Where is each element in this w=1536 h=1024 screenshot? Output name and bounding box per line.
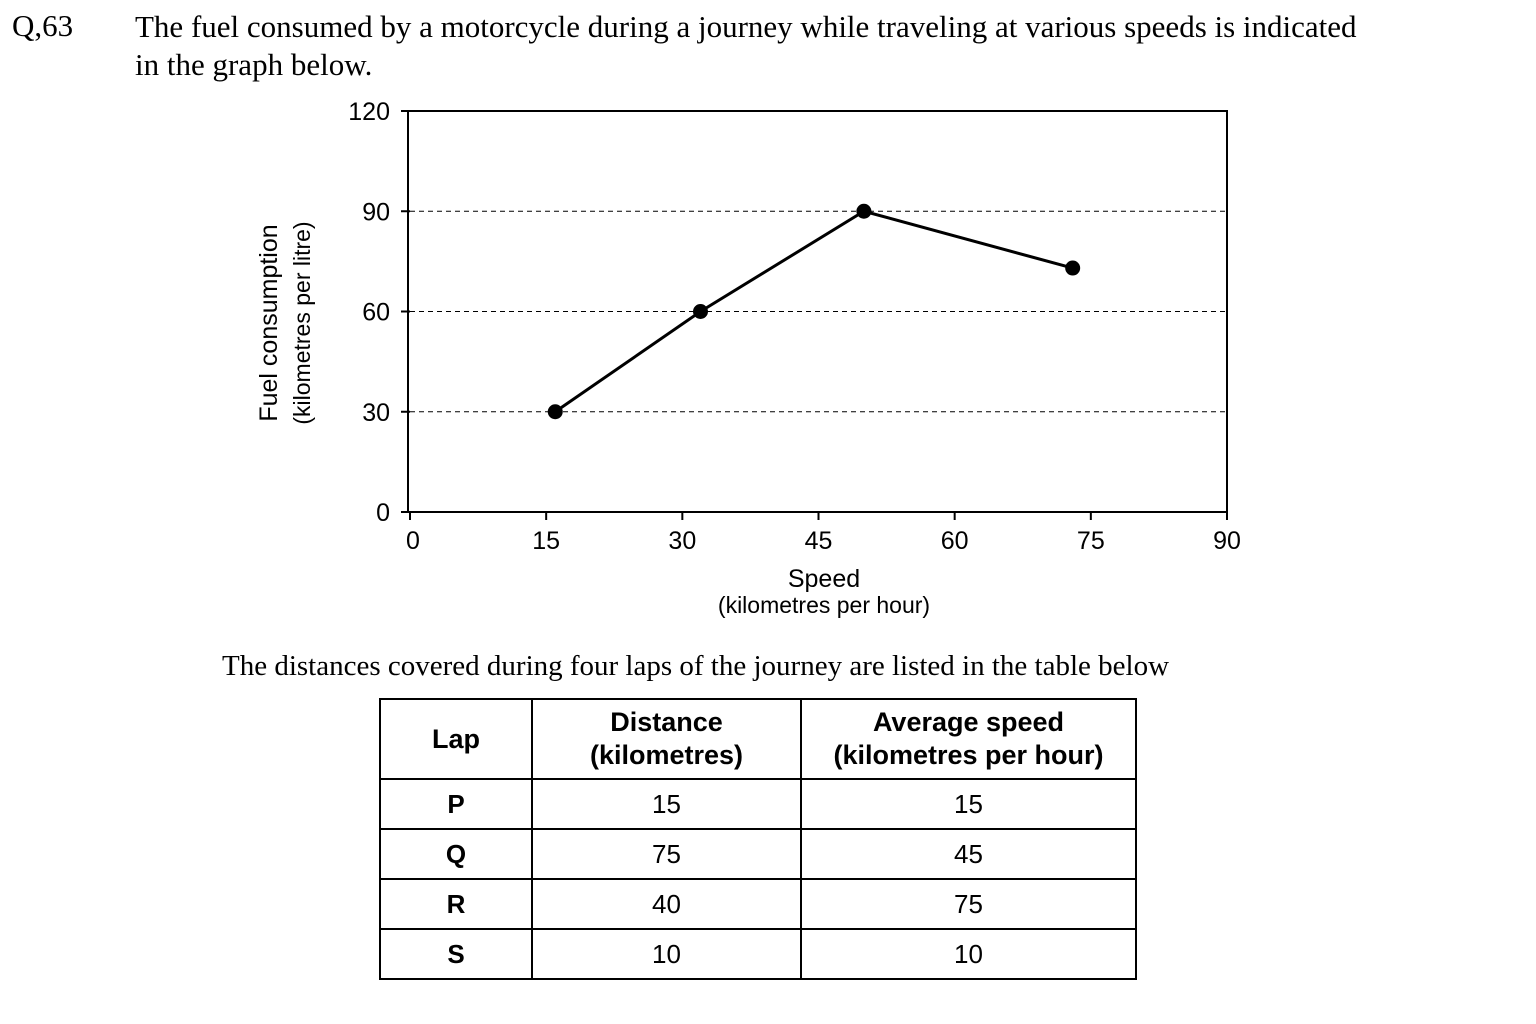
header-lap-line1: Lap [431,723,480,754]
table-row: S 10 10 [379,928,1137,980]
series-line [554,209,1074,413]
header-average-speed: Average speed (kilometres per hour) [800,698,1137,780]
x-tick-label: 45 [805,527,833,555]
x-tick-label: 15 [532,527,560,555]
data-point [692,304,708,319]
cell-lap: S [379,928,533,980]
cell-distance: 40 [531,878,802,930]
table-row: Q 75 45 [379,828,1137,880]
x-axis-label-sub: (kilometres per hour) [718,592,930,618]
cell-average-speed: 10 [800,928,1137,980]
cell-distance: 10 [531,928,802,980]
header-speed-line2: (kilometres per hour) [833,740,1104,770]
cell-lap: Q [379,828,533,880]
header-distance: Distance (kilometres) [531,698,802,780]
question-text-line-1: The fuel consumed by a motorcycle during… [135,9,1357,44]
data-point [1065,260,1081,276]
header-speed-line1: Average speed [872,707,1065,737]
cell-average-speed: 15 [800,778,1137,830]
x-tick-label: 0 [406,527,420,555]
x-tick-label: 60 [941,527,969,555]
question-number: Q,63 [12,8,74,43]
header-distance-line2: (kilometres) [589,740,744,770]
y-tick-label: 90 [362,198,390,226]
x-axis-label: Speed [788,565,860,593]
x-tick-label: 75 [1077,527,1105,555]
table-header-row: Lap Distance (kilometres) Average speed … [379,698,1137,780]
lap-table: Lap Distance (kilometres) Average speed … [379,698,1137,980]
y-tick-label: 0 [376,499,390,527]
data-point [856,203,872,219]
data-point [547,404,563,420]
x-tick-label: 30 [668,527,696,555]
cell-lap: R [379,878,533,930]
y-axis-label-sub: (kilometres per litre) [289,221,315,424]
cell-distance: 75 [531,828,802,880]
x-tick-label: 90 [1213,527,1241,555]
y-tick-label: 120 [348,98,390,126]
question-text: The fuel consumed by a motorcycle during… [135,8,1515,84]
header-lap: Lap [379,698,533,780]
cell-distance: 15 [531,778,802,830]
y-tick-label: 60 [362,299,390,327]
table-row: P 15 15 [379,778,1137,830]
cell-average-speed: 45 [800,828,1137,880]
table-row: R 40 75 [379,878,1137,930]
y-axis-label: Fuel consumption [255,224,283,421]
cell-lap: P [379,778,533,830]
question-text-line-2: in the graph below. [135,47,373,82]
cell-average-speed: 75 [800,878,1137,930]
fuel-consumption-chart: 0 15 30 45 60 75 90 0 30 60 90 120 Speed (kilometr… [255,98,1241,618]
header-distance-line1: Distance [610,707,723,737]
table-intro: The distances covered during four laps o… [222,650,1170,682]
y-tick-label: 30 [362,399,390,427]
